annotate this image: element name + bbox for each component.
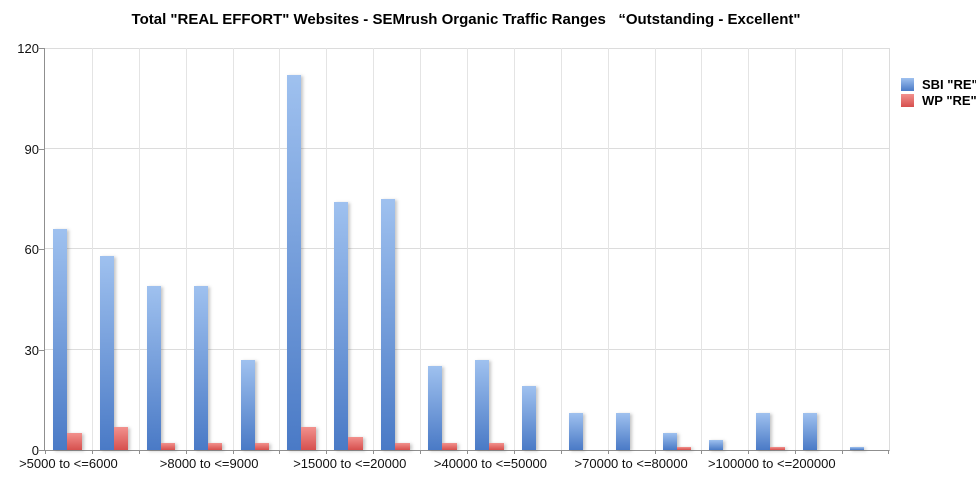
x-axis-tick <box>420 450 422 454</box>
x-axis-tick <box>279 450 281 454</box>
x-axis-label: >5000 to <=6000 <box>19 456 118 471</box>
x-axis-tick <box>607 450 609 454</box>
bar-sbi-re <box>334 202 349 450</box>
gridline-vertical <box>232 48 234 450</box>
gridline-vertical <box>420 48 422 450</box>
gridline-vertical <box>560 48 562 450</box>
bar-sbi-re <box>568 413 583 450</box>
bar-sbi-re <box>803 413 818 450</box>
legend: SBI "RE" WP "RE" <box>901 77 976 109</box>
bar-sbi-re <box>756 413 771 450</box>
gridline-vertical <box>654 48 656 450</box>
y-axis-label: 30 <box>24 342 39 358</box>
x-axis-tick <box>795 450 797 454</box>
bar-wp-re <box>348 436 363 450</box>
x-axis-label: >8000 to <=9000 <box>159 456 259 471</box>
bar-sbi-re <box>52 228 68 450</box>
x-axis-tick <box>91 450 93 454</box>
bar-wp-re <box>489 443 504 450</box>
x-axis-label: >40000 to <=50000 <box>433 456 548 471</box>
bar-sbi-re <box>99 255 114 450</box>
x-axis-tick <box>232 450 234 454</box>
x-axis-tick <box>701 450 703 454</box>
gridline-vertical <box>91 48 93 450</box>
bar-wp-re <box>67 433 82 450</box>
gridline-vertical <box>279 48 281 450</box>
bar-wp-re <box>113 426 129 450</box>
bar-sbi-re <box>240 359 255 450</box>
legend-swatch-wp-re <box>901 94 914 107</box>
bar-sbi-re <box>193 285 208 450</box>
gridline-vertical <box>185 48 187 450</box>
gridline-vertical <box>701 48 703 450</box>
bar-sbi-re <box>615 413 630 450</box>
x-axis-tick <box>185 450 187 454</box>
legend-item-sbi-re: SBI "RE" <box>901 77 976 92</box>
y-axis-tick <box>39 148 44 150</box>
bar-wp-re <box>442 443 457 450</box>
gridline-vertical <box>373 48 375 450</box>
x-axis-tick <box>654 450 656 454</box>
x-axis-label: >15000 to <=20000 <box>293 456 407 471</box>
x-axis-tick <box>888 450 889 454</box>
x-axis-tick <box>138 450 140 454</box>
y-axis-tick <box>39 450 44 451</box>
y-axis-tick <box>39 48 44 49</box>
chart-title: Total "REAL EFFORT" Websites - SEMrush O… <box>131 11 801 28</box>
gridline-vertical <box>326 48 328 450</box>
x-axis-tick <box>513 450 515 454</box>
gridline-vertical <box>842 48 844 450</box>
gridline-vertical <box>513 48 515 450</box>
gridline-vertical <box>607 48 609 450</box>
bar-sbi-re <box>381 198 396 450</box>
legend-swatch-sbi-re <box>901 78 914 91</box>
legend-label-wp-re: WP "RE" <box>922 93 976 108</box>
gridline-vertical <box>138 48 140 450</box>
x-axis-tick <box>45 450 46 454</box>
legend-label-sbi-re: SBI "RE" <box>922 77 976 92</box>
bar-sbi-re <box>146 285 161 450</box>
bar-wp-re <box>770 446 785 450</box>
bar-sbi-re <box>521 386 536 450</box>
bar-wp-re <box>254 443 270 450</box>
y-axis-tick <box>39 349 44 351</box>
bar-wp-re <box>207 443 223 450</box>
gridline-vertical <box>795 48 797 450</box>
gridline-vertical <box>748 48 750 450</box>
x-axis-tick <box>326 450 328 454</box>
y-axis-label: 0 <box>31 443 39 458</box>
x-axis-tick <box>373 450 375 454</box>
y-axis-label: 60 <box>24 242 39 257</box>
gridline-vertical <box>467 48 468 450</box>
x-axis-tick <box>560 450 562 454</box>
x-axis-label: >70000 to <=80000 <box>574 456 688 471</box>
bar-wp-re <box>395 443 410 450</box>
x-axis-label: >100000 to <=200000 <box>707 456 836 471</box>
y-axis-label: 90 <box>24 141 39 157</box>
bar-sbi-re <box>287 74 302 450</box>
bar-sbi-re <box>850 446 865 450</box>
bar-wp-re <box>301 426 316 450</box>
x-axis-tick <box>467 450 468 454</box>
bar-wp-re <box>160 443 176 450</box>
y-axis-tick <box>39 249 44 250</box>
bar-sbi-re <box>474 359 490 450</box>
x-axis-tick <box>748 450 750 454</box>
bar-sbi-re <box>428 366 443 450</box>
bar-wp-re <box>676 446 692 450</box>
bar-sbi-re <box>709 439 724 450</box>
legend-item-wp-re: WP "RE" <box>901 93 976 108</box>
y-axis-label: 120 <box>17 41 39 56</box>
plot-area: 0 30 60 90 120 >5000 to <=6000 >8000 to <=9000… <box>17 41 890 471</box>
x-axis-tick <box>842 450 844 454</box>
bar-sbi-re <box>662 433 677 450</box>
